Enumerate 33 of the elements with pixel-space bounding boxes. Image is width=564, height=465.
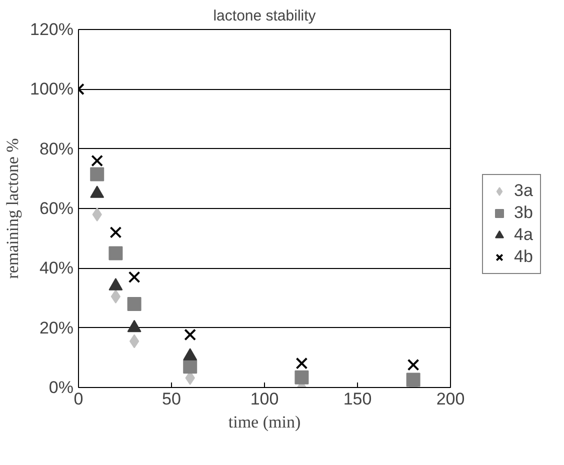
point bbox=[91, 154, 104, 167]
x-tick-label: 150 bbox=[343, 390, 372, 408]
x-tick-label: 200 bbox=[436, 390, 465, 408]
y-tick-label: 100% bbox=[30, 80, 74, 99]
x-tick-label: 50 bbox=[162, 390, 181, 408]
point bbox=[296, 357, 308, 370]
y-tick-label: 120% bbox=[30, 20, 74, 39]
point bbox=[108, 246, 123, 260]
x-tick-label: 100 bbox=[250, 390, 279, 408]
y-tick-label: 40% bbox=[39, 258, 74, 278]
legend-label: 4a bbox=[514, 224, 534, 244]
point bbox=[90, 167, 104, 182]
legend-label: 3b bbox=[514, 202, 534, 222]
point bbox=[407, 358, 420, 371]
x-tick-label: 0 bbox=[74, 390, 84, 408]
legend-label: 3a bbox=[514, 180, 534, 200]
chart-title: lactone stability bbox=[213, 8, 316, 24]
point bbox=[183, 360, 198, 374]
x-axis-title: time (min) bbox=[228, 412, 301, 432]
point bbox=[129, 334, 140, 348]
point bbox=[127, 296, 142, 311]
legend-label: 4b bbox=[514, 246, 534, 266]
point bbox=[406, 372, 420, 387]
y-tick-label: 0% bbox=[48, 378, 74, 397]
y-axis-title: remaining lactone % bbox=[3, 138, 22, 279]
y-tick-label: 20% bbox=[39, 318, 74, 338]
point bbox=[110, 290, 121, 304]
point bbox=[184, 328, 196, 341]
point bbox=[128, 271, 140, 284]
y-tick-label: 60% bbox=[39, 199, 74, 218]
y-tick-label: 80% bbox=[39, 139, 74, 158]
point bbox=[294, 370, 309, 384]
point bbox=[110, 226, 122, 238]
